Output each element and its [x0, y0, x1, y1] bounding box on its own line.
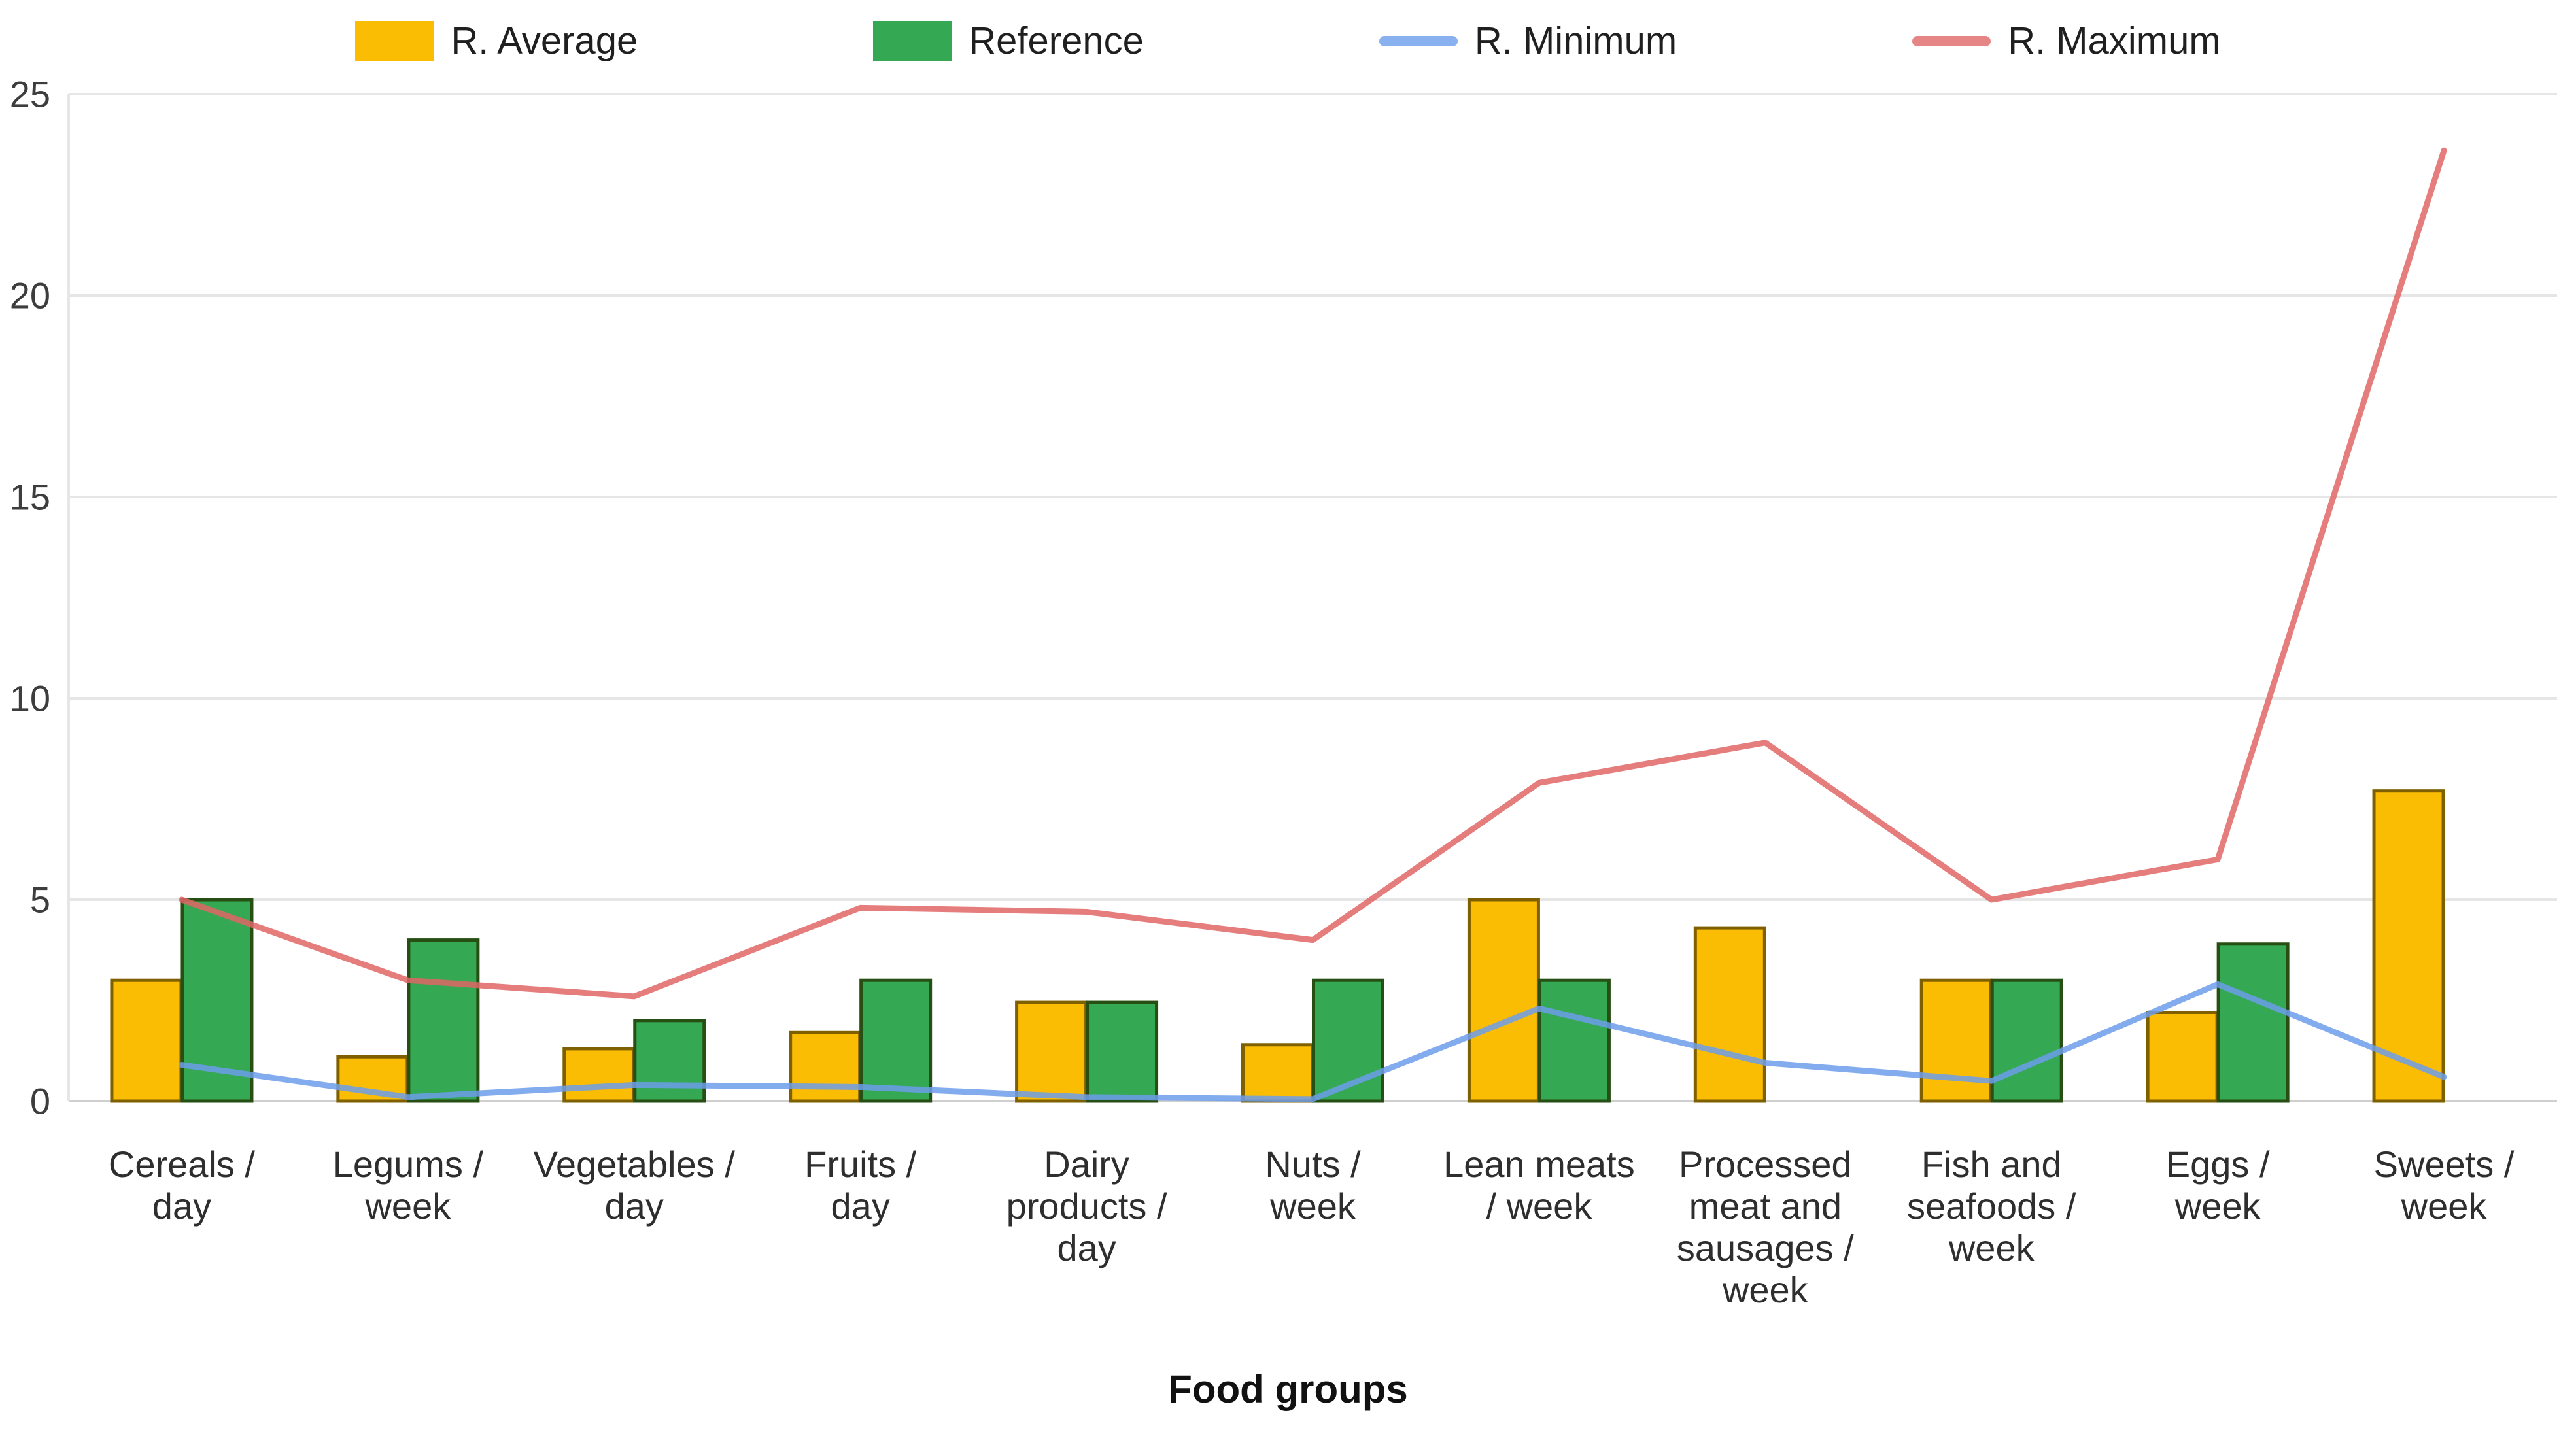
- bar-reference-lean-meats-week: [1537, 978, 1611, 1103]
- bar-r-average-eggs-week: [2146, 1010, 2219, 1103]
- bar-reference-nuts-week: [1312, 978, 1384, 1103]
- y-tick-label-25: 25: [10, 74, 50, 115]
- x-axis-title: Food groups: [1168, 1367, 1408, 1411]
- y-tick-label-10: 10: [10, 678, 50, 719]
- bar-r-average-lean-meats-week: [1467, 898, 1540, 1103]
- chart-legend: R. Average Reference R. Minimum R. Maximum: [0, 5, 2576, 77]
- legend-swatch-r-maximum-line-icon: [1912, 36, 1991, 46]
- bar-reference-eggs-week: [2216, 942, 2290, 1103]
- bar-reference-fish-and-seafoods-week: [1990, 978, 2063, 1103]
- x-axis-label-lean-meats-week: Lean meats / week: [1443, 1144, 1635, 1227]
- line-r-maximum: [179, 147, 2447, 1000]
- bar-r-average-sweets-week: [2372, 789, 2445, 1103]
- legend-label-r-minimum: R. Minimum: [1474, 20, 1677, 62]
- bar-reference-vegetables-day: [633, 1019, 706, 1103]
- y-tick-label-5: 5: [30, 879, 50, 921]
- legend-label-r-average: R. Average: [451, 20, 638, 62]
- bar-reference-legums-week: [407, 938, 480, 1103]
- bar-r-average-cereals-day: [110, 978, 183, 1103]
- legend-label-r-maximum: R. Maximum: [2008, 20, 2221, 62]
- y-tick-label-15: 15: [10, 477, 50, 518]
- bar-reference-dairy-products-day: [1086, 1000, 1159, 1103]
- legend-item-reference: Reference: [873, 21, 1144, 61]
- legend-item-r-minimum: R. Minimum: [1379, 22, 1677, 60]
- x-axis-label-nuts-week: Nuts / week: [1265, 1144, 1361, 1227]
- legend-label-reference: Reference: [969, 20, 1144, 62]
- x-axis-label-vegetables-day: Vegetables / day: [534, 1144, 736, 1227]
- x-axis-label-dairy-products-day: Dairy products / day: [1006, 1144, 1167, 1268]
- x-axis-label-cereals-day: Cereals / day: [109, 1144, 256, 1227]
- x-axis-label-fish-and-seafoods-week: Fish and seafoods / week: [1907, 1144, 2076, 1268]
- legend-swatch-r-average-square-icon: [355, 21, 434, 61]
- legend-item-r-maximum: R. Maximum: [1912, 20, 2221, 62]
- line-r-minimum: [179, 981, 2447, 1102]
- bar-r-average-nuts-week: [1241, 1043, 1314, 1103]
- bar-reference-fruits-day: [859, 978, 933, 1103]
- bar-r-average-fruits-day: [789, 1030, 862, 1103]
- x-axis-label-processed-meat-and-sausages-week: Processed meat and sausages / week: [1677, 1144, 1854, 1310]
- y-tick-label-0: 0: [30, 1081, 50, 1122]
- bar-r-average-processed-meat-and-sausages-week: [1693, 926, 1766, 1103]
- x-axis-label-eggs-week: Eggs / week: [2166, 1144, 2270, 1227]
- bar-r-average-vegetables-day: [562, 1047, 636, 1103]
- legend-swatch-r-minimum-line-icon: [1379, 36, 1458, 46]
- x-axis-label-legums-week: Legums / week: [333, 1144, 484, 1227]
- legend-swatch-reference-square-icon: [873, 21, 952, 61]
- bar-r-average-dairy-products-day: [1015, 1000, 1088, 1103]
- x-axis-label-sweets-week: Sweets / week: [2374, 1144, 2515, 1227]
- legend-item-r-average: R. Average: [355, 21, 638, 61]
- x-axis-label-fruits-day: Fruits / day: [804, 1144, 917, 1227]
- y-tick-label-20: 20: [10, 275, 50, 316]
